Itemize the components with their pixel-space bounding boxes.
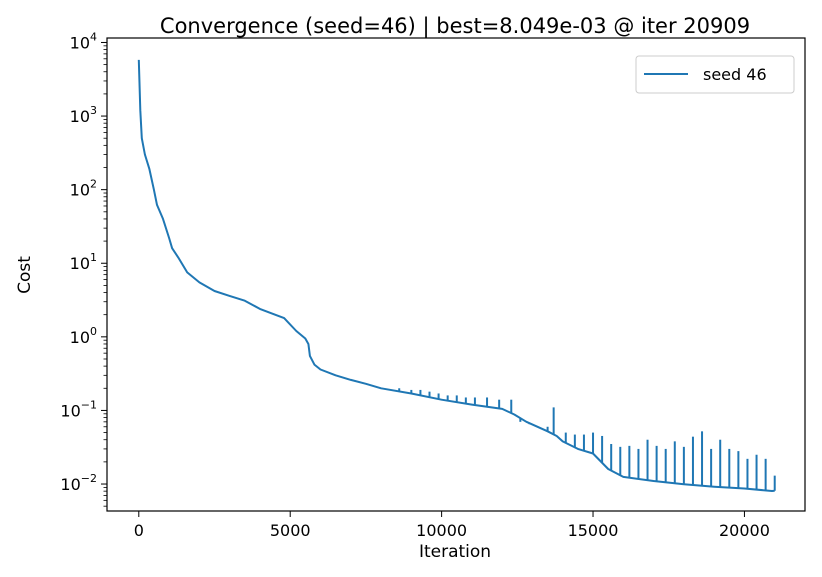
y-tick-label: 102: [70, 178, 97, 200]
x-tick-label: 15000: [568, 521, 619, 540]
y-tick-label: 100: [70, 325, 97, 347]
y-tick-label: 10−1: [60, 398, 97, 420]
chart-title: Convergence (seed=46) | best=8.049e-03 @…: [160, 14, 750, 39]
x-tick-label: 20000: [719, 521, 770, 540]
legend: seed 46: [635, 55, 795, 94]
legend-box: [635, 55, 795, 94]
plot-area: [106, 37, 806, 512]
x-tick-label: 0: [134, 521, 144, 540]
y-axis-label: Cost: [15, 256, 35, 294]
series-line: [137, 59, 775, 492]
x-tick-label: 10000: [416, 521, 467, 540]
series-layer: [137, 59, 776, 492]
x-axis: 0 5000 10000 15000 20000: [134, 511, 770, 540]
y-tick-label: 101: [70, 251, 97, 273]
y-tick-label: 104: [70, 30, 97, 52]
y-tick-label: 103: [70, 104, 97, 126]
legend-label: seed 46: [703, 65, 767, 84]
x-axis-label: Iteration: [419, 542, 491, 562]
y-tick-label: 10−2: [60, 472, 97, 494]
x-tick-label: 5000: [270, 521, 311, 540]
plot-frame: [106, 37, 806, 512]
y-axis: 10−2 10−1 100 101 102 103 104: [60, 30, 107, 507]
